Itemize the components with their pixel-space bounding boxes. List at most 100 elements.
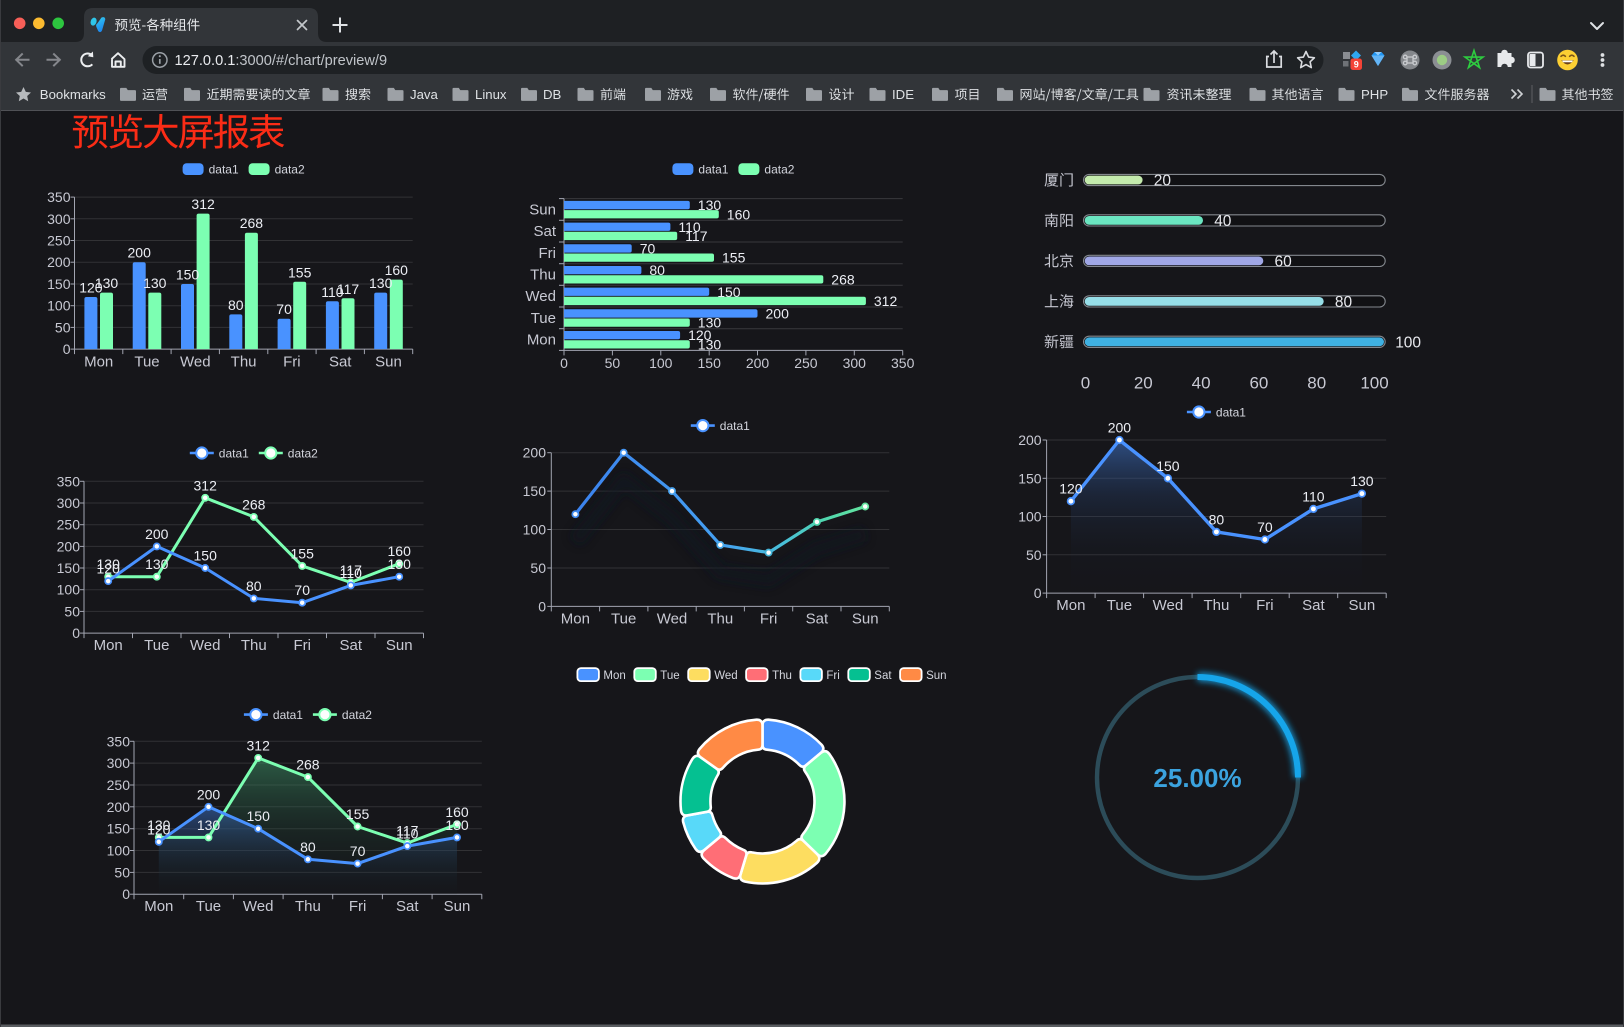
svg-text:300: 300 xyxy=(47,211,71,227)
svg-text:data1: data1 xyxy=(209,162,239,176)
svg-text:Wed: Wed xyxy=(525,288,556,305)
svg-text:Wed: Wed xyxy=(657,610,688,627)
svg-text:120: 120 xyxy=(1059,481,1083,497)
svg-text:155: 155 xyxy=(722,250,746,266)
svg-text:130: 130 xyxy=(369,275,393,291)
svg-text:150: 150 xyxy=(57,560,81,576)
svg-text:25.00%: 25.00% xyxy=(1153,763,1241,793)
svg-text:Java: Java xyxy=(410,87,439,102)
svg-text:200: 200 xyxy=(1018,432,1042,448)
svg-text:Mon: Mon xyxy=(527,332,556,349)
svg-text:60: 60 xyxy=(1275,253,1293,270)
svg-text:150: 150 xyxy=(107,821,131,837)
svg-text:Fri: Fri xyxy=(826,670,839,682)
svg-text:50: 50 xyxy=(530,560,546,576)
svg-text:160: 160 xyxy=(388,543,412,559)
svg-text:Sun: Sun xyxy=(386,637,413,654)
svg-text:110: 110 xyxy=(321,284,344,300)
svg-text:Thu: Thu xyxy=(707,610,733,627)
svg-text:117: 117 xyxy=(337,281,360,297)
svg-text:155: 155 xyxy=(288,264,312,280)
svg-text:150: 150 xyxy=(247,808,271,824)
svg-text:Tue: Tue xyxy=(1107,597,1132,614)
svg-text:50: 50 xyxy=(605,355,621,371)
svg-text:120: 120 xyxy=(147,821,171,837)
svg-text:Thu: Thu xyxy=(1203,597,1229,614)
svg-text:312: 312 xyxy=(874,293,898,309)
svg-text:50: 50 xyxy=(64,603,80,619)
svg-text:0: 0 xyxy=(72,625,80,641)
svg-text:Tue: Tue xyxy=(660,670,679,682)
svg-text:200: 200 xyxy=(766,306,790,322)
svg-text:data2: data2 xyxy=(342,708,372,722)
svg-text:Sat: Sat xyxy=(340,637,363,654)
svg-text:0: 0 xyxy=(560,355,568,371)
svg-text:200: 200 xyxy=(47,254,71,270)
svg-text:Mon: Mon xyxy=(603,670,625,682)
svg-text:Fri: Fri xyxy=(283,354,301,371)
svg-text:300: 300 xyxy=(57,495,81,511)
svg-text:155: 155 xyxy=(346,806,370,822)
svg-text:Tue: Tue xyxy=(531,310,556,327)
svg-text:350: 350 xyxy=(47,189,71,205)
svg-text:Thu: Thu xyxy=(295,898,321,915)
svg-text:80: 80 xyxy=(228,297,244,313)
svg-text:40: 40 xyxy=(1214,213,1232,230)
svg-text:160: 160 xyxy=(445,804,469,820)
svg-text:100: 100 xyxy=(1360,373,1388,392)
svg-text:50: 50 xyxy=(114,864,130,880)
svg-text:160: 160 xyxy=(385,262,409,278)
svg-text:300: 300 xyxy=(107,755,131,771)
svg-text:Sat: Sat xyxy=(1302,597,1325,614)
svg-text:20: 20 xyxy=(1134,373,1153,392)
svg-text:Fri: Fri xyxy=(349,898,367,915)
svg-text:130: 130 xyxy=(197,817,221,833)
svg-text:250: 250 xyxy=(47,233,71,249)
svg-text:Mon: Mon xyxy=(94,637,123,654)
svg-text:data1: data1 xyxy=(698,162,728,176)
svg-text:250: 250 xyxy=(107,777,131,793)
svg-text:Wed: Wed xyxy=(714,670,737,682)
svg-text:0: 0 xyxy=(63,341,71,357)
svg-text:100: 100 xyxy=(107,843,131,859)
svg-text:200: 200 xyxy=(145,526,169,542)
svg-text:160: 160 xyxy=(727,206,751,222)
svg-text:data1: data1 xyxy=(720,419,750,433)
svg-text:130: 130 xyxy=(143,275,167,291)
svg-text:150: 150 xyxy=(176,267,200,283)
svg-text:Tue: Tue xyxy=(144,637,169,654)
svg-text:Linux: Linux xyxy=(475,87,507,102)
svg-text:Mon: Mon xyxy=(561,610,590,627)
svg-text:80: 80 xyxy=(1335,294,1353,311)
svg-text:50: 50 xyxy=(1026,547,1042,563)
svg-text:9: 9 xyxy=(1354,60,1359,70)
svg-text:Sat: Sat xyxy=(533,223,556,240)
svg-text:150: 150 xyxy=(717,284,741,300)
svg-text:150: 150 xyxy=(47,276,71,292)
svg-text:data2: data2 xyxy=(275,162,305,176)
svg-text:150: 150 xyxy=(1018,470,1042,486)
svg-text:data1: data1 xyxy=(219,446,249,460)
svg-text:data2: data2 xyxy=(764,162,794,176)
svg-text:100: 100 xyxy=(523,522,547,538)
svg-text:250: 250 xyxy=(794,355,818,371)
svg-text:350: 350 xyxy=(891,355,915,371)
svg-text:Bookmarks: Bookmarks xyxy=(40,87,106,102)
svg-text:150: 150 xyxy=(194,548,218,564)
svg-text:110: 110 xyxy=(396,826,419,842)
svg-text:120: 120 xyxy=(688,327,712,343)
svg-text:Wed: Wed xyxy=(190,637,221,654)
svg-text:Sat: Sat xyxy=(806,610,829,627)
svg-text:200: 200 xyxy=(107,799,131,815)
svg-text:Fri: Fri xyxy=(539,245,557,262)
svg-text:Wed: Wed xyxy=(243,898,274,915)
svg-text:150: 150 xyxy=(698,355,722,371)
svg-text:130: 130 xyxy=(95,275,119,291)
svg-text:120: 120 xyxy=(79,280,103,296)
svg-text:0: 0 xyxy=(122,886,130,902)
svg-text:Fri: Fri xyxy=(1256,597,1274,614)
svg-text:Tue: Tue xyxy=(611,610,636,627)
svg-text:IDE: IDE xyxy=(892,87,914,102)
svg-text:data1: data1 xyxy=(273,708,303,722)
svg-text:130: 130 xyxy=(698,336,722,352)
